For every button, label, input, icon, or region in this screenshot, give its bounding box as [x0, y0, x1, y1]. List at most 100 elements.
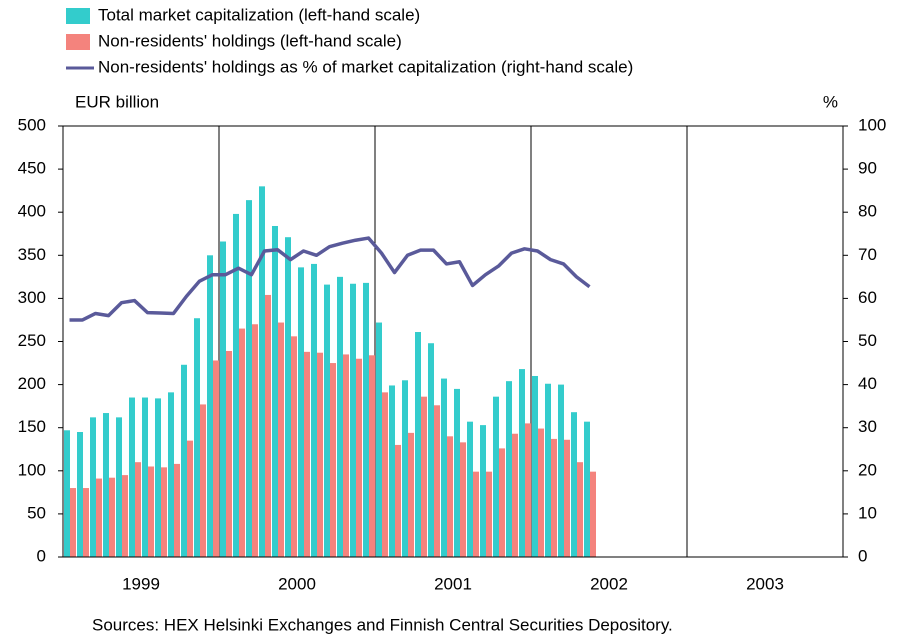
bar [447, 436, 453, 557]
bar [571, 412, 577, 557]
bar [473, 471, 479, 557]
bar [77, 432, 83, 557]
source: Sources: HEX Helsinki Exchanges and Finn… [92, 615, 673, 634]
bar [493, 396, 499, 557]
y2-axis-label: % [823, 92, 838, 111]
bar [369, 355, 375, 557]
bar [213, 360, 219, 557]
bar [220, 241, 226, 557]
bar [103, 413, 109, 557]
bar [129, 397, 135, 557]
bar [558, 384, 564, 557]
x-tick-label: 2003 [746, 574, 784, 593]
bar [90, 417, 96, 557]
bar [324, 284, 330, 557]
bar [122, 475, 128, 557]
y2-tick-label: 50 [858, 331, 877, 350]
plot-frame [62, 125, 844, 558]
bar [415, 332, 421, 557]
bar [168, 392, 174, 557]
bar [376, 322, 382, 557]
line-series [69, 236, 591, 322]
y-tick-label: 0 [37, 546, 46, 565]
bar [83, 488, 89, 557]
y2-tick-label: 80 [858, 202, 877, 221]
y2-tick-label: 100 [858, 115, 886, 134]
y2-tick-label: 30 [858, 417, 877, 436]
bar [233, 213, 239, 557]
bar [350, 283, 356, 557]
y-tick-label: 150 [18, 417, 46, 436]
bar [454, 388, 460, 557]
bar [551, 438, 557, 557]
bar [70, 488, 76, 557]
bar [434, 405, 440, 557]
bar [330, 363, 336, 557]
bar [421, 396, 427, 557]
bar [142, 397, 148, 557]
y-tick-label: 200 [18, 374, 46, 393]
bar [174, 463, 180, 557]
bar [116, 417, 122, 557]
bar [545, 383, 551, 557]
bar [395, 444, 401, 557]
bar [96, 478, 102, 557]
bar [356, 358, 362, 557]
x-tick-label: 2000 [278, 574, 316, 593]
bar [441, 378, 447, 557]
bar [187, 440, 193, 557]
y2-tick-label: 20 [858, 460, 877, 479]
bar [239, 328, 245, 557]
legend-swatch [66, 8, 90, 24]
bar [285, 237, 291, 557]
y2-tick-label: 90 [858, 159, 877, 178]
bar [181, 364, 187, 557]
bar [207, 255, 213, 558]
bar [506, 381, 512, 557]
y-axis-label: EUR billion [75, 92, 159, 111]
y-tick-label: 250 [18, 331, 46, 350]
bar [382, 392, 388, 557]
y2-tick-label: 60 [858, 288, 877, 307]
bar [499, 448, 505, 557]
bar [467, 421, 473, 557]
bar [480, 425, 486, 557]
bar [317, 352, 323, 557]
bar [194, 318, 200, 557]
bar [363, 282, 369, 557]
y-tick-label: 100 [18, 460, 46, 479]
x-tick-label: 2002 [590, 574, 628, 593]
bar [590, 471, 596, 557]
x-tick-label: 1999 [122, 574, 160, 593]
bar [259, 186, 265, 557]
y-tick-label: 350 [18, 245, 46, 264]
bar [226, 350, 232, 557]
bar [304, 351, 310, 557]
bar [525, 423, 531, 557]
y-tick-label: 400 [18, 202, 46, 221]
bar [200, 404, 206, 557]
legend-label: Non-residents' holdings as % of market c… [98, 57, 633, 76]
y-tick-label: 300 [18, 288, 46, 307]
bar [291, 336, 297, 557]
bar [265, 294, 271, 557]
bar [584, 421, 590, 557]
bar [389, 385, 395, 557]
bar [337, 276, 343, 557]
bar [486, 471, 492, 557]
bar [519, 369, 525, 557]
bar [161, 467, 167, 557]
y2-tick-label: 70 [858, 245, 877, 264]
bar [148, 466, 154, 557]
bar [343, 354, 349, 557]
legend-label: Total market capitalization (left-hand s… [98, 5, 420, 24]
bar [460, 442, 466, 557]
bar [408, 432, 414, 557]
bar [155, 398, 161, 557]
y-tick-label: 500 [18, 115, 46, 134]
y2-tick-label: 40 [858, 374, 877, 393]
bar [272, 225, 278, 557]
bar [532, 375, 538, 557]
y-tick-label: 50 [27, 503, 46, 522]
